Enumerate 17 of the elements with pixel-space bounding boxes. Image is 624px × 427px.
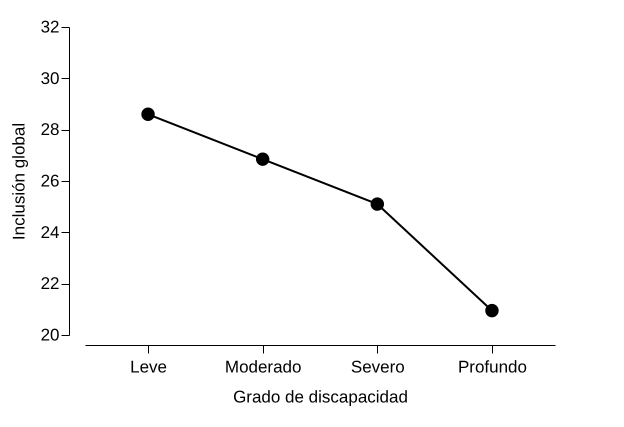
point — [485, 304, 499, 318]
y-tick-label: 22 — [40, 274, 60, 294]
y-tick-label: 28 — [40, 120, 60, 140]
point — [141, 108, 155, 121]
x-tick-label: Leve — [130, 358, 167, 376]
y-tick-label: 30 — [40, 68, 60, 88]
x-axis-title: Grado de discapacidad — [233, 388, 408, 406]
point — [256, 152, 270, 166]
point — [370, 197, 384, 211]
y-tick-label: 26 — [40, 172, 60, 190]
x-tick-label: Profundo — [458, 358, 527, 376]
y-tick-label: 24 — [40, 222, 60, 242]
y-tick-label: 20 — [40, 326, 60, 344]
y-axis-title: Inclusión global — [10, 122, 29, 240]
y-tick-label: 32 — [40, 18, 60, 36]
x-tick-label: Moderado — [224, 358, 302, 376]
x-tick-label: Severo — [350, 358, 405, 376]
